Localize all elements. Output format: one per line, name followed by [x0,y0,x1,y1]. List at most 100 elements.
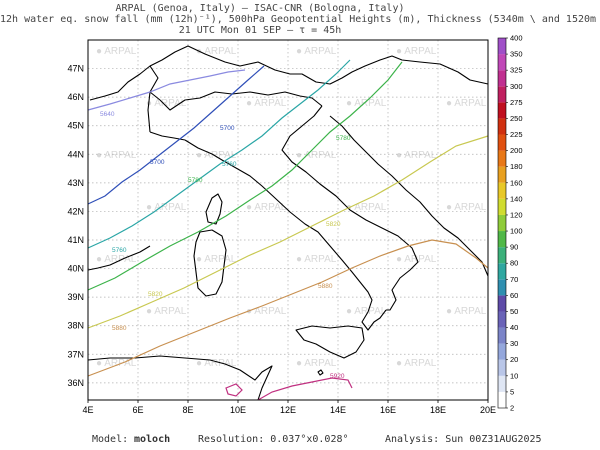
watermark-text: ● ARPAL [146,306,187,317]
contour-label: 5820 [148,291,163,298]
model-label: Model: [92,434,129,445]
colorbar-swatch [498,166,506,183]
watermark-text: ● ARPAL [396,150,437,161]
balkan-coast [329,115,489,277]
contour-label: 5880 [318,283,333,290]
watermark-text: ● ARPAL [346,202,387,213]
watermark-text: ● ARPAL [446,202,487,213]
watermark-text: ● ARPAL [346,306,387,317]
corsica [205,193,223,225]
colorbar-labels: 2 5 10 20 30 40 50 60 70 80 90 100 120 140 160 180 200 22… [506,34,523,413]
colorbar-swatch [498,327,506,344]
colorbar-swatch [498,231,506,248]
watermark-text: ● ARPAL [146,98,187,109]
latitude-tick-labels: 36N 37N 38N 39N 40N 41N 42N 43N 44N 45N 46N 47N [67,64,84,388]
lat-tick-label: 40N [67,264,84,274]
lat-tick-label: 44N [67,149,84,159]
colorbar-label: 120 [510,210,523,219]
lat-tick-label: 38N [67,321,84,331]
watermark-text: ● ARPAL [96,46,137,57]
colorbar-label: 250 [510,114,523,123]
colorbar-label: 20 [510,355,518,364]
colorbar-swatch [498,118,506,135]
lat-tick-label: 43N [67,178,84,188]
colorbar-label: 100 [510,227,523,236]
chart-title-line-3: 21 UTC Mon 01 SEP — τ = 45h [178,25,342,36]
northern-border [89,45,489,101]
chart-title-line-1: ARPAL (Genoa, Italy) — ISAC-CNR (Bologna… [115,3,405,14]
sicily [295,325,365,359]
colorbar-swatch [498,102,506,119]
colorbar-swatch [498,375,506,392]
contour-5780 [87,61,403,291]
colorbar-swatch [498,134,506,151]
lon-tick-label: 20E [480,405,496,415]
watermark-text: ● ARPAL [196,254,237,265]
colorbar-label: 140 [510,194,523,203]
colorbar-label: 90 [510,243,518,252]
coastlines [87,45,489,401]
watermark-text: ● ARPAL [146,202,187,213]
colorbar-label: 10 [510,371,518,380]
lat-tick-label: 45N [67,121,84,131]
malta [317,369,324,376]
contour-label: 5780 [336,135,351,142]
resolution-text: Resolution: 0.037°x0.028° [198,434,349,445]
lon-tick-label: 12E [280,405,296,415]
colorbar-swatch [498,150,506,167]
watermark-text: ● ARPAL [96,254,137,265]
colorbar-swatch [498,182,506,199]
watermark-text: ● ARPAL [396,46,437,57]
watermark-text: ● ARPAL [296,358,337,369]
contour-label: 5920 [330,373,345,380]
contour-label: 5880 [112,325,127,332]
colorbar-label: 350 [510,50,523,59]
colorbar-swatch [498,279,506,296]
lon-tick-label: 10E [230,405,246,415]
watermark-text: ● ARPAL [96,358,137,369]
contour-5700 [87,65,265,205]
colorbar [497,37,507,409]
contour-label: 5760 [112,247,127,254]
watermark-text: ● ARPAL [246,306,287,317]
lon-tick-label: 6E [132,405,143,415]
colorbar-label: 70 [510,275,518,284]
footer-bar: Model: moloch Resolution: 0.037°x0.028° … [0,434,600,448]
colorbar-swatch [498,54,506,71]
contour-5880 [87,239,489,377]
lat-tick-label: 46N [67,92,84,102]
alps-border [149,65,323,111]
contour-label: 5640 [100,111,115,118]
colorbar-label: 160 [510,178,523,187]
analysis-text: Analysis: Sun 00Z31AUG2025 [385,434,542,445]
colorbar-swatch [498,247,506,264]
longitude-tick-labels: 4E 6E 8E 10E 12E 14E 16E 18E 20E [82,400,496,415]
colorbar-label: 2 [510,404,514,413]
watermark-text: ● ARPAL [446,306,487,317]
watermark-text: ● ARPAL [396,358,437,369]
piedmont-link [147,91,151,133]
watermark-text: ● ARPAL [196,46,237,57]
colorbar-label: 50 [510,307,518,316]
lat-tick-label: 39N [67,292,84,302]
lat-tick-label: 47N [67,64,84,74]
colorbar-label: 5 [510,387,514,396]
lon-tick-label: 4E [82,405,93,415]
contour-label: 5700 [220,125,235,132]
watermark-text: ● ARPAL [296,46,337,57]
colorbar-label: 400 [510,34,523,43]
colorbar-label: 80 [510,259,518,268]
colorbar-label: 325 [510,66,523,75]
lon-tick-label: 18E [430,405,446,415]
colorbar-swatch [498,214,506,232]
contour-5640 [87,69,246,111]
colorbar-swatch [498,391,506,408]
lon-tick-label: 8E [182,405,193,415]
contour-5820 [87,135,489,329]
colorbar-swatch [498,295,506,312]
colorbar-swatch [498,343,506,360]
colorbar-label: 30 [510,339,518,348]
lon-tick-label: 14E [330,405,346,415]
contour-label: 5780 [188,177,203,184]
